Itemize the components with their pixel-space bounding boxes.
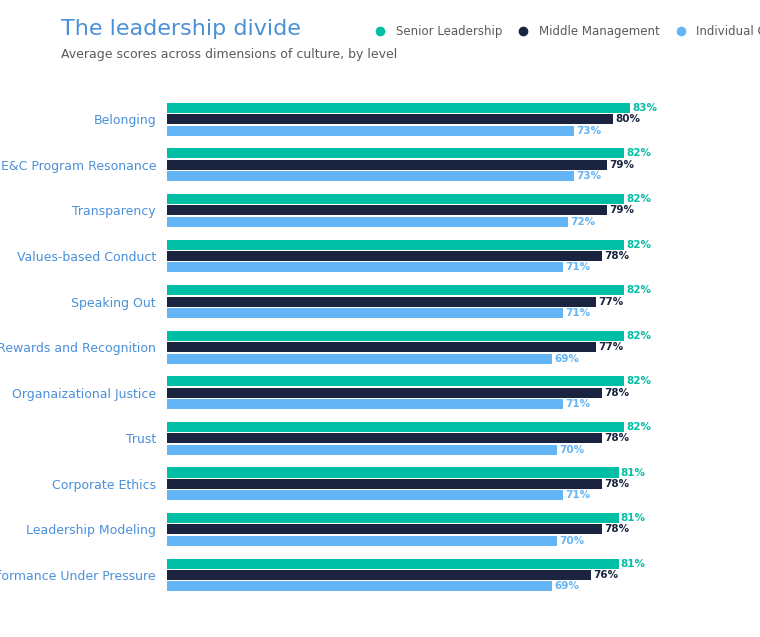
Bar xyxy=(167,468,619,478)
Bar xyxy=(167,422,624,432)
Text: 83%: 83% xyxy=(632,103,657,113)
Bar xyxy=(167,285,624,295)
Text: 77%: 77% xyxy=(599,297,624,306)
Text: 70%: 70% xyxy=(559,536,584,546)
Bar xyxy=(167,490,563,500)
Text: 81%: 81% xyxy=(621,513,646,523)
Text: 78%: 78% xyxy=(604,251,629,261)
Text: 78%: 78% xyxy=(604,479,629,489)
Bar xyxy=(167,217,568,227)
Bar xyxy=(167,354,552,364)
Text: 71%: 71% xyxy=(565,399,591,409)
Text: 69%: 69% xyxy=(554,354,579,364)
Bar xyxy=(167,194,624,204)
Bar xyxy=(167,125,574,136)
Text: 76%: 76% xyxy=(593,570,618,580)
Text: 81%: 81% xyxy=(621,559,646,569)
Text: 82%: 82% xyxy=(626,422,651,432)
Bar xyxy=(167,251,602,261)
Text: 82%: 82% xyxy=(626,148,651,159)
Text: 78%: 78% xyxy=(604,433,629,443)
Text: 70%: 70% xyxy=(559,445,584,455)
Legend: Senior Leadership, Middle Management, Individual Contributors: Senior Leadership, Middle Management, In… xyxy=(364,20,760,43)
Bar xyxy=(167,114,613,124)
Bar xyxy=(167,513,619,523)
Bar xyxy=(167,376,624,387)
Bar xyxy=(167,433,602,443)
Text: 79%: 79% xyxy=(610,160,635,170)
Text: 82%: 82% xyxy=(626,194,651,204)
Text: 78%: 78% xyxy=(604,524,629,534)
Text: 73%: 73% xyxy=(576,171,601,182)
Bar xyxy=(167,103,630,113)
Text: Average scores across dimensions of culture, by level: Average scores across dimensions of cult… xyxy=(61,48,397,61)
Bar xyxy=(167,570,591,580)
Bar xyxy=(167,445,557,455)
Bar xyxy=(167,536,557,546)
Text: 69%: 69% xyxy=(554,582,579,591)
Bar xyxy=(167,205,607,215)
Text: 77%: 77% xyxy=(599,342,624,352)
Bar xyxy=(167,342,597,352)
Bar xyxy=(167,388,602,397)
Bar xyxy=(167,297,597,306)
Bar xyxy=(167,160,607,170)
Text: 82%: 82% xyxy=(626,240,651,250)
Text: 82%: 82% xyxy=(626,285,651,295)
Text: 82%: 82% xyxy=(626,331,651,341)
Text: 79%: 79% xyxy=(610,205,635,215)
Text: 72%: 72% xyxy=(571,217,596,227)
Text: 71%: 71% xyxy=(565,308,591,318)
Bar xyxy=(167,148,624,159)
Text: 78%: 78% xyxy=(604,388,629,397)
Bar xyxy=(167,171,574,182)
Text: The leadership divide: The leadership divide xyxy=(61,19,301,39)
Text: 82%: 82% xyxy=(626,376,651,387)
Bar xyxy=(167,240,624,250)
Text: 81%: 81% xyxy=(621,468,646,478)
Bar xyxy=(167,399,563,409)
Bar xyxy=(167,582,552,592)
Bar xyxy=(167,559,619,569)
Text: 71%: 71% xyxy=(565,262,591,273)
Text: 73%: 73% xyxy=(576,125,601,136)
Bar xyxy=(167,479,602,489)
Bar xyxy=(167,308,563,318)
Bar xyxy=(167,331,624,341)
Text: 80%: 80% xyxy=(616,114,640,124)
Bar xyxy=(167,524,602,534)
Bar xyxy=(167,262,563,273)
Text: 71%: 71% xyxy=(565,490,591,500)
